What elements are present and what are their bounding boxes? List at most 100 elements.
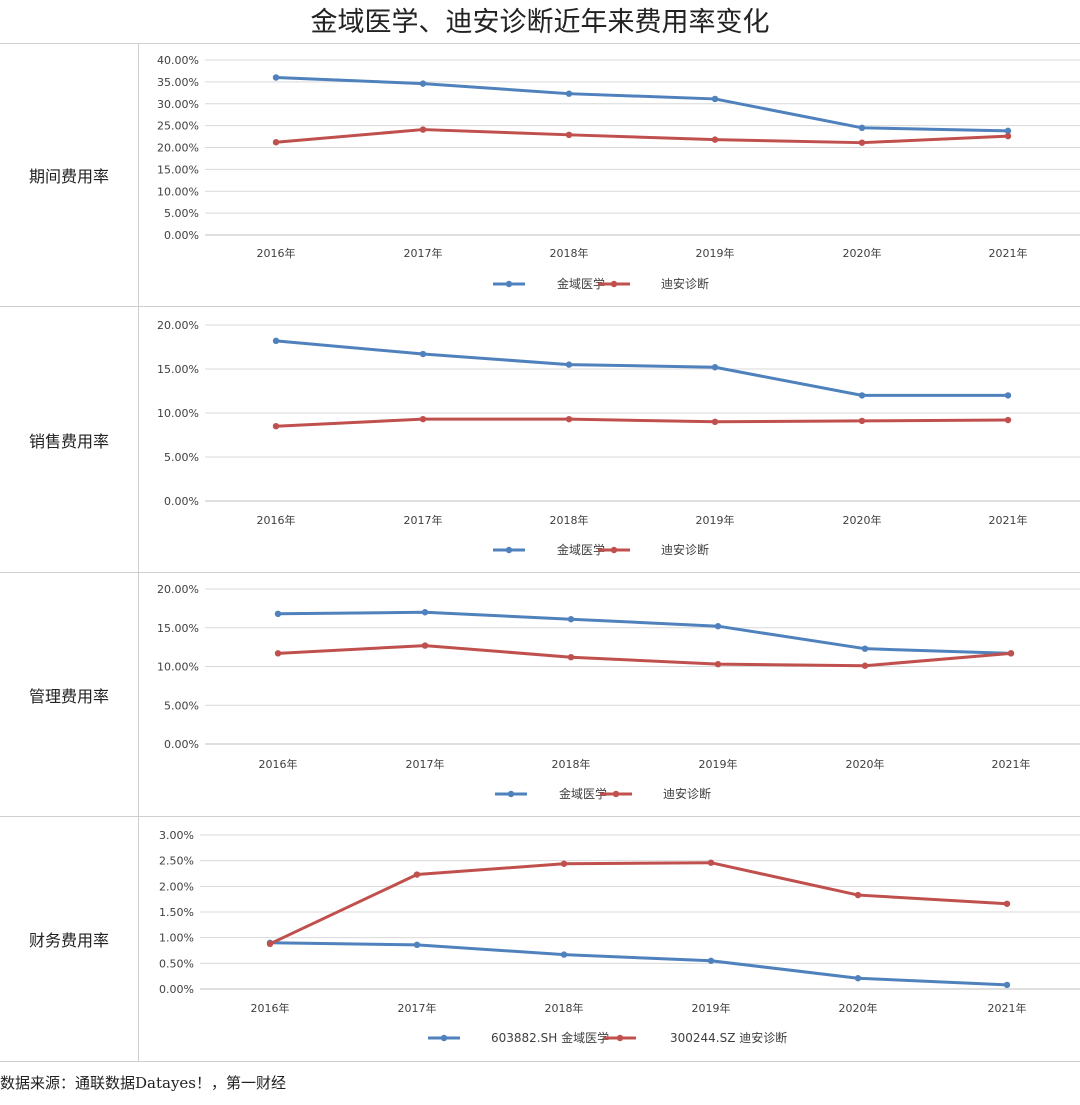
data-point-dian (858, 139, 866, 146)
data-point-jinyu (858, 124, 866, 132)
y-tick-label: 20.00% (157, 142, 199, 155)
y-tick-label: 0.00% (164, 738, 199, 751)
page-title: 金域医学、迪安诊断近年来费用率变化 (0, 0, 1080, 44)
y-tick-label: 0.00% (164, 495, 199, 508)
x-tick-label: 2017年 (404, 513, 443, 527)
y-tick-label: 25.00% (157, 120, 199, 133)
row-label-period-expense: 期间费用率 (0, 44, 139, 306)
data-point-jinyu (707, 957, 715, 964)
series-line-dian (268, 861, 1009, 946)
row-label-sales-expense: 销售费用率 (0, 307, 139, 572)
legend-label: 603882.SH 金域医学 (491, 1030, 609, 1045)
y-tick-label: 1.50% (159, 906, 194, 919)
x-tick-label: 2018年 (545, 1001, 584, 1015)
series-line-jinyu (268, 941, 1009, 987)
legend-label: 300244.SZ 迪安诊断 (670, 1030, 787, 1045)
data-point-dian (419, 415, 427, 423)
data-point-dian (861, 662, 869, 669)
legend-swatch-marker (612, 790, 620, 798)
y-tick-label: 5.00% (164, 207, 199, 220)
chart-row-sales-expense: 销售费用率 20.00% 15.00% 10.00% 5.00% 0.00% 2016年 2… (0, 307, 1080, 573)
data-point-jinyu (858, 392, 866, 399)
x-tick-label: 2017年 (406, 757, 445, 771)
x-tick-label: 2017年 (404, 246, 443, 260)
legend-swatch-marker (505, 546, 513, 554)
y-tick-label: 5.00% (164, 699, 199, 712)
data-point-dian (560, 860, 568, 867)
x-tick-label: 2020年 (843, 513, 882, 527)
data-point-dian (1007, 650, 1015, 657)
y-tick-label: 5.00% (164, 451, 199, 464)
legend-label: 金域医学 (557, 542, 605, 557)
y-tick-label: 10.00% (157, 185, 199, 198)
legend-label: 迪安诊断 (661, 542, 709, 557)
chart-row-period-expense: 期间费用率 40.00% 35.00% 30.00% 25.00% 20.00% 15.0… (0, 44, 1080, 307)
data-point-jinyu (565, 361, 573, 368)
period-expense-rate-chart: 40.00% 35.00% 30.00% 25.00% 20.00% 15.00% 10.0… (157, 54, 1080, 291)
admin-expense-rate-chart: 20.00% 15.00% 10.00% 5.00% 0.00% 2016年 2017年 20… (157, 583, 1080, 801)
y-tick-label: 15.00% (157, 163, 199, 176)
x-tick-label: 2016年 (259, 757, 298, 771)
data-point-jinyu (1003, 981, 1011, 989)
x-tick-label: 2016年 (257, 246, 296, 260)
x-tick-label: 2019年 (692, 1001, 731, 1015)
legend-swatch-marker (505, 280, 513, 288)
data-point-dian (711, 136, 719, 143)
y-tick-label: 35.00% (157, 76, 199, 89)
x-tick-label: 2019年 (699, 757, 738, 771)
data-point-jinyu (421, 609, 429, 616)
y-tick-label: 3.00% (159, 829, 194, 842)
data-point-jinyu (413, 941, 421, 949)
legend-swatch-marker (440, 1034, 448, 1042)
data-point-jinyu (714, 623, 722, 630)
sales-expense-rate-chart: 20.00% 15.00% 10.00% 5.00% 0.00% 2016年 2017年 20… (157, 319, 1080, 557)
y-tick-label: 15.00% (157, 363, 199, 376)
data-point-jinyu (567, 616, 575, 623)
series-line-dian (276, 644, 1013, 668)
x-tick-label: 2021年 (989, 513, 1028, 527)
y-tick-label: 15.00% (157, 622, 199, 635)
data-point-jinyu (861, 645, 869, 652)
y-tick-label: 2.00% (159, 880, 194, 893)
legend-swatch-marker (616, 1034, 624, 1042)
x-tick-label: 2018年 (552, 757, 591, 771)
data-point-jinyu (854, 975, 862, 982)
data-point-dian (413, 871, 421, 878)
y-tick-label: 20.00% (157, 319, 199, 332)
x-tick-label: 2019年 (696, 513, 735, 527)
x-tick-label: 2019年 (696, 246, 735, 260)
legend-label: 金域医学 (559, 786, 607, 801)
series-line-jinyu (276, 610, 1013, 655)
data-point-dian (858, 417, 866, 425)
y-tick-label: 40.00% (157, 54, 199, 67)
legend-swatch-marker (507, 790, 515, 798)
data-point-dian (419, 126, 427, 133)
data-point-dian (567, 654, 575, 661)
y-tick-label: 30.00% (157, 98, 199, 111)
series-line-dian (274, 128, 1010, 145)
y-tick-label: 10.00% (157, 661, 199, 674)
x-tick-label: 2018年 (550, 513, 589, 527)
data-point-jinyu (560, 951, 568, 958)
chart-row-finance-expense: 财务费用率 3.00% 2.50% 2.00% 1.50% 1.00% 0.50% 0.00… (0, 817, 1080, 1062)
source-note: 数据来源：通联数据Datayes！，第一财经 (0, 1074, 286, 1092)
data-point-dian (274, 650, 282, 657)
y-tick-label: 0.50% (159, 957, 194, 970)
data-point-jinyu (711, 364, 719, 371)
data-point-jinyu (565, 90, 573, 97)
data-point-dian (714, 660, 722, 668)
legend-swatch-marker (610, 280, 618, 288)
data-point-dian (565, 415, 573, 423)
data-point-jinyu (272, 74, 280, 81)
y-tick-label: 0.00% (159, 983, 194, 996)
data-point-dian (854, 891, 862, 899)
y-tick-label: 20.00% (157, 583, 199, 596)
x-tick-label: 2020年 (839, 1001, 878, 1015)
legend-label: 迪安诊断 (663, 786, 711, 801)
y-tick-label: 1.00% (159, 932, 194, 945)
x-tick-label: 2018年 (550, 246, 589, 260)
data-point-jinyu (274, 610, 282, 617)
data-point-dian (711, 418, 719, 425)
data-point-jinyu (1004, 127, 1012, 135)
data-point-dian (421, 642, 429, 649)
